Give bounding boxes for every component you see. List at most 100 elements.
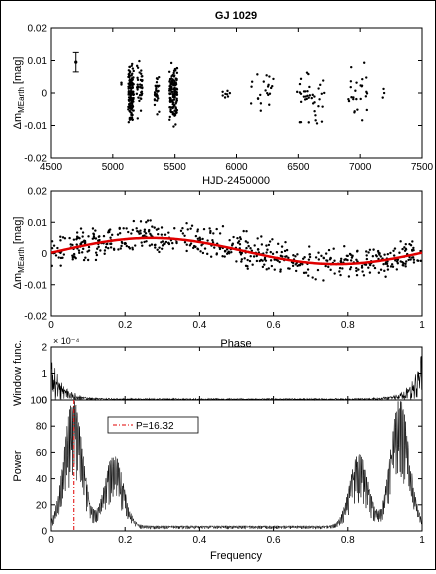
data-point [173, 89, 176, 93]
data-point [382, 262, 385, 266]
data-point [411, 240, 414, 243]
data-point [138, 59, 141, 63]
data-point [404, 262, 407, 266]
data-point [284, 240, 287, 244]
data-point [364, 95, 368, 98]
data-point [313, 101, 316, 104]
data-point [139, 229, 142, 232]
data-point [350, 256, 354, 259]
data-point [77, 249, 81, 252]
data-point [132, 93, 135, 96]
data-point [268, 75, 271, 78]
data-point [319, 83, 322, 87]
data-point [357, 268, 360, 271]
data-point [170, 75, 173, 78]
data-point [174, 81, 177, 84]
data-point [196, 228, 200, 231]
data-point [174, 107, 177, 110]
data-point [62, 253, 66, 256]
x-tick-label: 1 [419, 320, 425, 331]
x-tick-label: 0 [48, 535, 54, 546]
data-point [92, 236, 96, 240]
data-point [131, 118, 134, 121]
data-point [131, 248, 134, 251]
data-point [281, 255, 284, 258]
data-point [314, 114, 317, 117]
data-point [131, 228, 135, 232]
data-point [169, 77, 173, 80]
data-point [264, 89, 267, 92]
data-point [172, 87, 176, 90]
data-point [143, 230, 146, 233]
data-point [386, 252, 390, 256]
data-point [399, 260, 402, 263]
data-point [61, 236, 65, 239]
data-point [256, 237, 259, 240]
data-point [128, 65, 132, 69]
data-point [211, 239, 214, 242]
x-tick-label: 0.4 [192, 320, 206, 331]
data-point [72, 238, 76, 241]
data-point [160, 226, 164, 229]
data-point [386, 268, 390, 271]
data-point [175, 71, 179, 75]
data-point [189, 242, 193, 245]
data-point [352, 96, 355, 99]
data-point [412, 246, 415, 250]
data-point [263, 256, 267, 260]
data-point [375, 255, 378, 258]
data-point [172, 83, 175, 87]
data-point [50, 240, 54, 243]
data-point [372, 248, 375, 251]
data-point [140, 69, 143, 72]
data-point [127, 85, 130, 88]
data-point [130, 232, 133, 235]
data-point [82, 258, 86, 262]
data-point [175, 97, 178, 100]
data-point [276, 242, 280, 246]
data-point [138, 71, 141, 74]
data-point [252, 255, 256, 258]
data-point [103, 249, 107, 252]
data-point [279, 270, 282, 273]
data-point [127, 108, 130, 111]
data-point [327, 265, 330, 269]
data-point [243, 257, 246, 260]
data-point [246, 241, 249, 244]
data-point [333, 272, 336, 275]
data-point [265, 74, 268, 77]
data-point [376, 249, 380, 253]
data-point [69, 243, 72, 246]
data-point [139, 86, 142, 89]
data-point [266, 91, 269, 95]
data-point [295, 90, 299, 94]
data-point [128, 74, 131, 77]
data-point [226, 89, 229, 93]
data-point [167, 70, 171, 74]
data-point [52, 244, 56, 247]
data-point [250, 85, 253, 88]
data-point [185, 222, 188, 225]
data-point [172, 125, 175, 128]
data-point [402, 264, 405, 267]
data-point [384, 275, 387, 278]
data-point [264, 259, 268, 262]
y-tick-label: 40 [36, 474, 48, 485]
data-point [272, 77, 275, 81]
y-tick-label: 0 [41, 527, 47, 538]
data-point [75, 231, 79, 234]
data-point [128, 104, 131, 107]
x-tick-label: 5000 [102, 162, 125, 173]
phase-xlabel: Phase [220, 338, 251, 350]
data-point [158, 250, 161, 254]
data-point [367, 266, 370, 269]
data-point [183, 241, 187, 244]
data-point [83, 241, 87, 244]
data-point [224, 92, 227, 96]
data-point [322, 256, 326, 260]
y-tick-label: 0.01 [28, 56, 48, 67]
data-point [173, 92, 176, 95]
x-tick-label: 0 [48, 320, 54, 331]
